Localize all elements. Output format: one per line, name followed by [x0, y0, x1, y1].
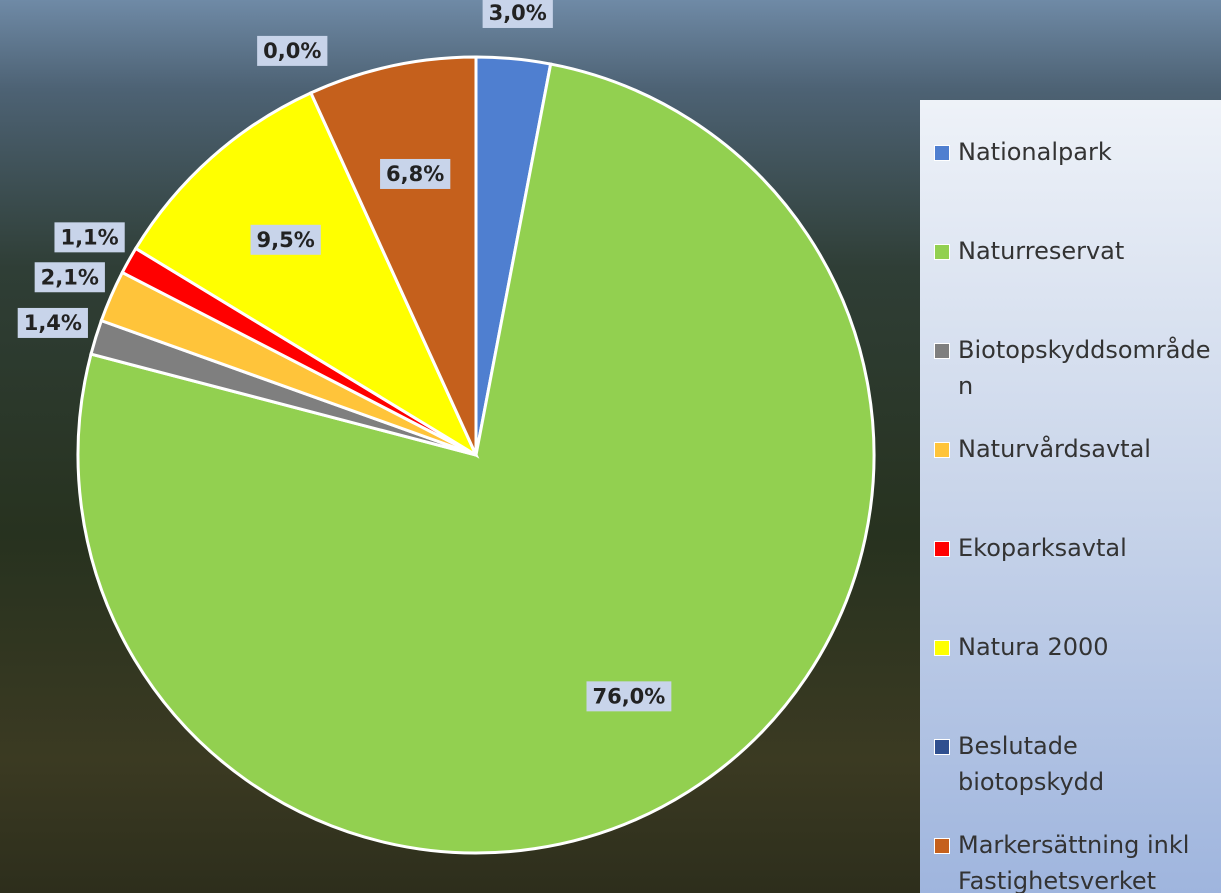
legend-label: Nationalpark — [958, 134, 1112, 170]
legend-item: Naturvårdsavtal — [934, 431, 1219, 467]
legend-swatch — [934, 145, 950, 161]
data-label: 1,4% — [18, 308, 88, 338]
legend-item: Beslutade biotopskydd — [934, 728, 1219, 800]
data-label: 3,0% — [483, 0, 553, 28]
data-label: 6,8% — [380, 159, 450, 189]
data-label: 1,1% — [54, 222, 124, 252]
legend-label: Ekoparksavtal — [958, 530, 1127, 566]
legend-item: Nationalpark — [934, 134, 1219, 170]
data-label-text: 76,0% — [592, 684, 665, 708]
data-label-text: 1,4% — [24, 311, 82, 335]
data-label-text: 6,8% — [386, 162, 444, 186]
legend-swatch — [934, 343, 950, 359]
legend: Nationalpark Naturreservat Biotopskyddsomr… — [920, 100, 1221, 893]
data-label: 2,1% — [35, 262, 105, 292]
data-label-text: 1,1% — [60, 225, 118, 249]
legend-swatch — [934, 541, 950, 557]
legend-item: Markersättning inkl Fastighetsverket — [934, 827, 1219, 893]
data-label-text: 2,1% — [41, 265, 99, 289]
legend-label: Natura 2000 — [958, 629, 1109, 665]
data-label-text: 0,0% — [263, 39, 321, 63]
legend-label: Naturreservat — [958, 233, 1124, 269]
data-label: 0,0% — [257, 36, 327, 66]
data-label: 9,5% — [251, 225, 321, 255]
legend-swatch — [934, 244, 950, 260]
data-label: 76,0% — [586, 681, 671, 711]
legend-swatch — [934, 739, 950, 755]
legend-label: Beslutade biotopskydd — [958, 728, 1219, 800]
data-label-text: 9,5% — [257, 228, 315, 252]
legend-swatch — [934, 838, 950, 854]
legend-item: Naturreservat — [934, 233, 1219, 269]
legend-label: Markersättning inkl Fastighetsverket — [958, 827, 1219, 893]
legend-label: Biotopskyddsområden — [958, 332, 1219, 404]
slide: 3,0% 76,0% 1,4% 2,1% 1,1% 9,5% 0,0% 6,8% Nation… — [0, 0, 1221, 893]
legend-item: Ekoparksavtal — [934, 530, 1219, 566]
legend-swatch — [934, 640, 950, 656]
legend-swatch — [934, 442, 950, 458]
legend-label: Naturvårdsavtal — [958, 431, 1151, 467]
legend-item: Biotopskyddsområden — [934, 332, 1219, 404]
legend-item: Natura 2000 — [934, 629, 1219, 665]
data-label-text: 3,0% — [489, 1, 547, 25]
